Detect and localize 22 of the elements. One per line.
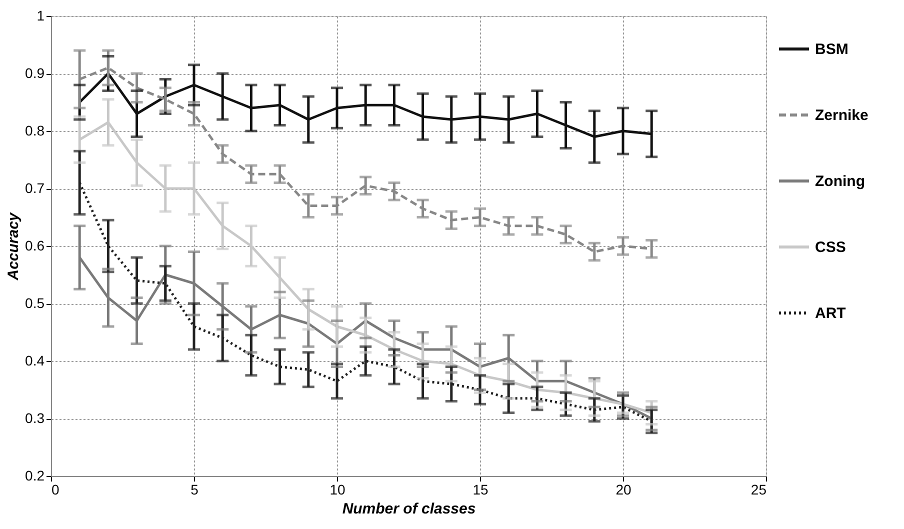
x-tick-label: 10 [330, 482, 346, 498]
y-tick-label: 0.3 [25, 410, 45, 426]
y-axis-title: Accuracy [5, 212, 22, 282]
y-tick-label: 0.6 [25, 238, 45, 254]
y-tick-label: 0.9 [25, 65, 45, 81]
x-tick-label: 25 [750, 482, 767, 498]
x-tick-label: 20 [616, 482, 632, 498]
x-tick-label: 5 [190, 482, 199, 498]
x-tick-label: 15 [472, 482, 488, 498]
legend-label: ART [815, 305, 846, 322]
y-tick-label: 0.4 [25, 352, 45, 368]
x-tick-label: 0 [52, 482, 60, 498]
x-axis-title: Number of classes [342, 500, 476, 518]
y-tick-label: 0.8 [25, 122, 45, 138]
legend-label: Zoning [815, 173, 865, 190]
legend-label: BSM [815, 41, 848, 58]
y-tick-label: 0.2 [25, 468, 45, 484]
y-tick-label: 0.5 [25, 295, 45, 311]
legend-label: Zernike [815, 107, 868, 124]
y-tick-label: 1 [36, 8, 45, 24]
y-tick-label: 0.7 [25, 180, 45, 196]
legend-label: CSS [815, 239, 846, 256]
